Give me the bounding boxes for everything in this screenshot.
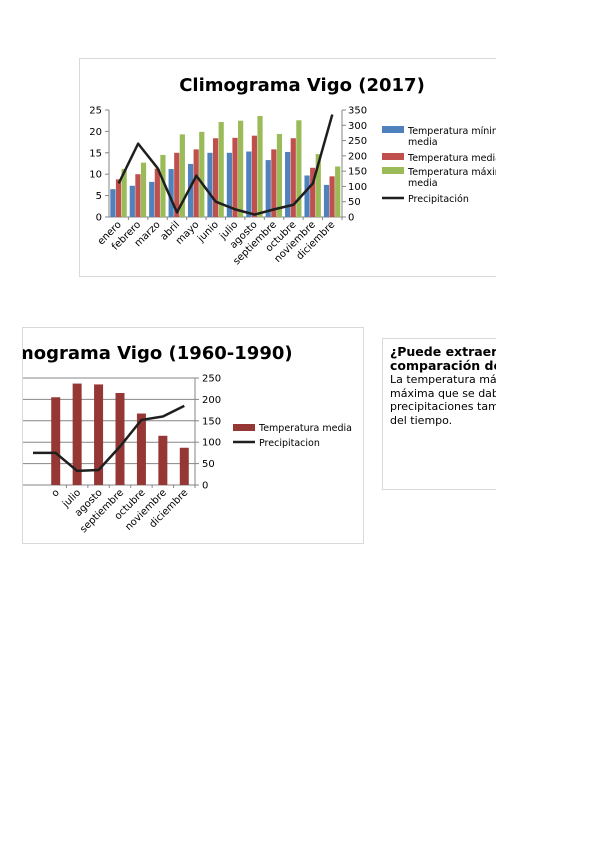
bar-tmin <box>129 185 135 217</box>
bar-tmed <box>174 152 180 217</box>
legend-label: Temperatura máxima <box>407 167 509 178</box>
left-tick-label: 5 <box>96 191 102 202</box>
right-tick-label: 50 <box>348 197 361 208</box>
right-tick-label: 350 <box>348 106 367 117</box>
legend-label: Temperatura media <box>258 423 352 434</box>
page-edge-mask <box>496 0 599 848</box>
bar-tmed <box>193 149 199 217</box>
legend-label: media <box>408 137 438 148</box>
x-tick-label: junio <box>195 219 221 245</box>
legend-swatch <box>382 126 404 133</box>
climograma-2017-chart: Climograma Vigo (2017) 0 5 10 15 20 25 0 50 100 1… <box>79 58 509 277</box>
bar-tmin <box>246 151 252 217</box>
answer-line: máxima que se dab <box>390 386 499 400</box>
bar-temperatura-media <box>158 435 168 485</box>
bar-tmed <box>135 174 141 217</box>
bar-temperatura-media <box>136 413 146 485</box>
right-tick-label: 200 <box>348 151 367 162</box>
right-tick-label: 250 <box>202 374 221 385</box>
question-text-box: ¿Puede extraers comparación de La temper… <box>382 338 512 490</box>
answer-line: precipitaciones tam <box>390 400 499 413</box>
bar-tmed <box>329 176 335 217</box>
bar-tmax <box>276 133 283 217</box>
bar-tmin <box>226 152 233 217</box>
chart-title: Climograma Vigo (1960-1990) <box>23 343 293 364</box>
right-tick-label: 100 <box>348 182 367 193</box>
legend-swatch <box>233 424 255 431</box>
bar-tmin <box>168 169 174 217</box>
question-line: comparación de <box>390 358 502 373</box>
right-tick-label: 200 <box>202 395 221 406</box>
chart-title: Climograma Vigo (2017) <box>179 75 425 96</box>
bar-temperatura-media <box>115 392 125 485</box>
legend-label: Temperatura media <box>407 153 501 164</box>
bar-temperatura-media <box>72 383 82 485</box>
answer-line: del tiempo. <box>390 413 453 427</box>
right-tick-label: 150 <box>348 167 367 178</box>
bar-tmin <box>187 163 194 217</box>
bar-tmed <box>212 138 219 217</box>
answer-line: La temperatura má <box>390 373 497 386</box>
left-tick-label: 20 <box>89 127 102 138</box>
question-line: ¿Puede extraers <box>390 344 505 359</box>
bar-tmax <box>335 166 341 217</box>
bar-temperatura-media <box>51 397 61 485</box>
legend-label: Precipitación <box>408 194 469 205</box>
right-tick-label: 0 <box>348 213 354 224</box>
right-tick-label: 100 <box>202 438 221 449</box>
question-text: ¿Puede extraers comparación de <box>390 344 511 373</box>
bar-tmax <box>179 134 185 217</box>
right-tick-label: 150 <box>202 416 221 427</box>
left-tick-label: 0 <box>96 213 102 224</box>
left-tick-label: 25 <box>89 106 102 117</box>
left-tick-label: 10 <box>89 170 102 181</box>
bar-tmin <box>323 184 330 217</box>
bar-tmin <box>265 160 271 217</box>
legend-swatch <box>382 167 404 174</box>
bar-tmax <box>160 154 166 217</box>
bar-tmax <box>121 169 127 217</box>
right-tick-label: 300 <box>348 121 367 132</box>
bar-tmax <box>257 115 263 217</box>
bar-tmin <box>149 181 155 217</box>
bar-tmax <box>218 121 224 217</box>
right-tick-label: 50 <box>202 459 215 470</box>
legend-swatch <box>382 153 404 160</box>
bar-tmax <box>315 154 321 217</box>
climograma-1960-1990-chart: Climograma Vigo (1960-1990) 0 50 100 150 200… <box>22 327 364 544</box>
legend-label: Temperatura mínima <box>407 126 507 137</box>
bar-tmax <box>238 120 244 217</box>
bar-tmed <box>310 167 316 217</box>
climograma-2017-svg: Climograma Vigo (2017) 05101520250501001… <box>89 75 509 267</box>
bar-tmed <box>115 179 122 217</box>
bar-tmin <box>207 152 213 217</box>
right-tick-label: 250 <box>348 136 367 147</box>
bar-tmed <box>271 149 277 217</box>
legend-label: media <box>408 178 438 189</box>
bar-tmin <box>304 175 310 217</box>
bar-tmax <box>140 162 147 217</box>
climograma-1960-1990-svg: Climograma Vigo (1960-1990) 0 50 100 150 200… <box>23 343 352 535</box>
bar-tmin <box>110 189 116 217</box>
bar-tmed <box>290 138 296 217</box>
bar-temperatura-media <box>179 447 189 485</box>
bar-tmed <box>251 135 258 217</box>
bar-tmax <box>296 120 302 217</box>
bar-temperatura-media <box>94 384 104 485</box>
x-tick-label: o <box>50 487 62 499</box>
legend-label: Precipitacion <box>259 438 320 449</box>
precipitation-line <box>33 404 185 473</box>
bar-tmed <box>154 168 160 217</box>
answer-text: La temperatura má máxima que se dab prec… <box>390 373 511 427</box>
bar-tmax <box>199 131 205 217</box>
bar-tmin <box>285 151 291 217</box>
left-tick-label: 15 <box>89 148 102 159</box>
right-tick-label: 0 <box>202 481 208 492</box>
precipitation-line <box>117 114 334 216</box>
bar-tmed <box>232 137 238 217</box>
